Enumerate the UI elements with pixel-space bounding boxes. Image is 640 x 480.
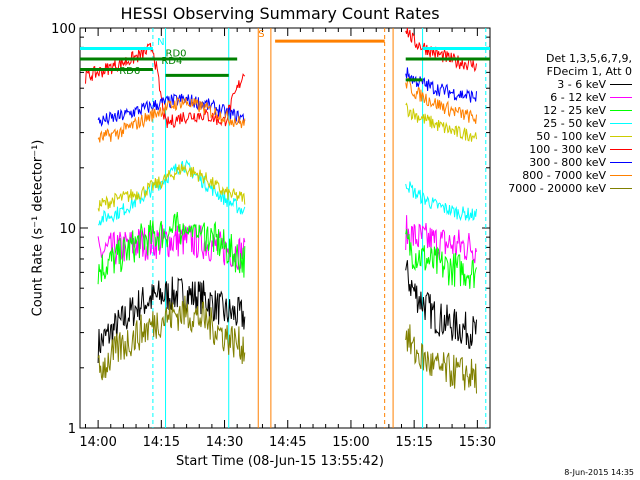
legend-detectors: Det 1,3,5,6,7,9, [545,52,632,65]
series-line-4 [97,164,246,212]
chart-title: HESSI Observing Summary Count Rates [120,4,440,23]
x-tick-label: 15:15 [395,435,432,450]
legend-entry: 25 - 50 keV [482,117,632,130]
x-tick-label: 14:15 [143,435,180,450]
legend-label: 25 - 50 keV [543,117,606,130]
y-tick-label: 100 [51,22,76,37]
legend-label: 6 - 12 keV [550,91,606,104]
annotation-label: N [157,37,164,48]
series-line-6 [405,67,477,103]
legend-swatch [610,136,632,137]
series-line-2 [97,211,246,285]
series-line-3 [405,181,477,222]
legend-swatch [610,175,632,176]
legend-swatch [610,123,632,124]
series-line-2 [405,229,477,289]
legend-entry: 300 - 800 keV [482,156,632,169]
legend-label: 7000 - 20000 keV [508,182,606,195]
legend-swatch [610,162,632,163]
series-line-1 [405,215,477,264]
plot-timestamp: 8-Jun-2015 14:35 [564,468,634,477]
annotation-label: S [258,29,264,40]
series-line-3 [98,159,246,226]
series-line-4 [405,102,477,142]
y-tick-label: 10 [59,222,76,237]
legend-entry: 800 - 7000 keV [482,169,632,182]
x-tick-label: 15:30 [459,435,496,450]
legend-swatch [610,84,632,85]
legend-entry: 100 - 300 keV [482,143,632,156]
x-tick-label: 14:45 [269,435,306,450]
legend-entry: 7000 - 20000 keV [482,182,632,195]
series-line-7 [97,96,246,143]
annotation-label: RD6 [119,66,140,77]
legend-swatch [610,149,632,150]
y-axis-label: Count Rate (s⁻¹ detector⁻¹) [30,139,46,317]
legend-swatch [610,97,632,98]
series-line-0 [405,260,477,349]
series-line-0 [97,276,246,364]
legend-label: 50 - 100 keV [536,130,606,143]
legend-label: 3 - 6 keV [557,78,606,91]
legend-label: 12 - 25 keV [543,104,606,117]
legend-entry: 6 - 12 keV [482,91,632,104]
series-line-7 [405,76,477,124]
series-line-8 [405,324,477,394]
annotation-label: RD0 [166,49,187,60]
legend-attenuator: FDecim 1, Att 0 [546,65,632,78]
legend-label: 800 - 7000 keV [522,169,606,182]
annotation-label: RD4 [161,56,182,67]
series-line-8 [97,295,246,381]
x-tick-label: 14:00 [79,435,116,450]
x-tick-label: 15:00 [332,435,369,450]
legend-entry: 3 - 6 keV [482,78,632,91]
x-axis-label: Start Time (08-Jun-15 13:55:42) [176,454,384,469]
legend-swatch [610,110,632,111]
legend-entry: 50 - 100 keV [482,130,632,143]
legend-label: 300 - 800 keV [529,156,606,169]
y-tick-label: 1 [68,422,76,437]
legend: Det 1,3,5,6,7,9, FDecim 1, Att 0 3 - 6 k… [482,52,632,195]
series-line-5 [405,27,477,73]
legend-entry: 12 - 25 keV [482,104,632,117]
x-tick-label: 14:30 [206,435,243,450]
legend-label: 100 - 300 keV [529,143,606,156]
legend-swatch [610,188,632,189]
